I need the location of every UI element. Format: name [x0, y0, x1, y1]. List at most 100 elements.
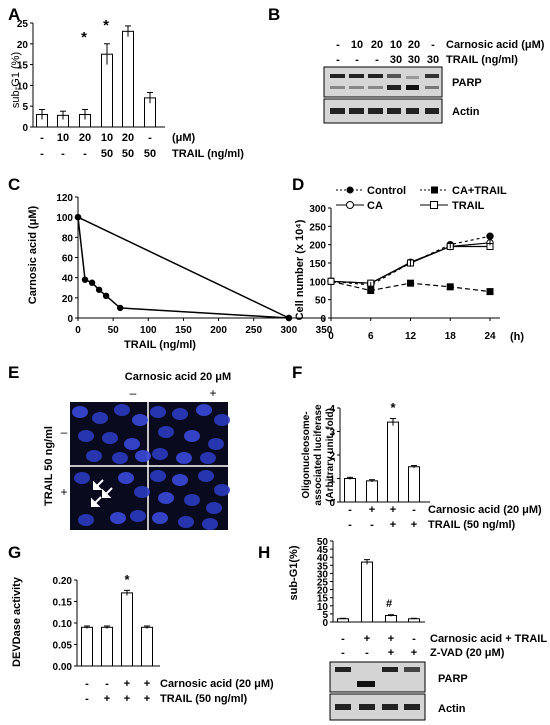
panel-e-col-minus: –	[130, 386, 137, 400]
axF-ytick-label: 4	[329, 404, 335, 415]
panel-f-rows: - + + - Carnosic acid (20 μM) - - + + TR…	[348, 504, 542, 531]
panel-e-row-minus: –	[61, 425, 68, 439]
panel-a-row1: - 10 20 10 20 - (μM)	[40, 132, 195, 144]
panel-c-series-1	[77, 216, 290, 319]
panel-h-r1-3: +	[388, 633, 394, 645]
axA-ytick-label: 5	[22, 102, 28, 113]
panel-c-xtick-label: 200	[210, 325, 227, 336]
panel-h-r2-3: +	[388, 647, 394, 659]
panel-h-r1-1: -	[341, 633, 345, 645]
panel-h-actin-label: Actin	[438, 703, 466, 715]
panel-f-r1-1: -	[348, 504, 352, 516]
panel-b-blot-actin	[323, 98, 443, 124]
axH-ytick-label: 15	[317, 594, 329, 605]
axF-bar-4	[408, 466, 420, 503]
panel-a-row2-6: 50	[144, 148, 156, 160]
axH-ytick-label: 35	[317, 561, 329, 572]
axF-ytick-label: 1	[329, 475, 335, 486]
nucleus	[184, 430, 200, 442]
panel-e-row-plus: +	[60, 485, 67, 499]
nucleus	[176, 452, 192, 464]
panel-c-point	[102, 292, 110, 300]
axG-bar-1	[81, 626, 93, 667]
legend-marker-control	[346, 186, 354, 194]
panel-d-ytick-label: 200	[309, 241, 326, 252]
panel-b-h1-2: 10	[351, 39, 363, 51]
panel-f-r2-4: +	[411, 519, 417, 531]
panel-e-title: Carnosic acid 20 μM	[125, 371, 231, 383]
axA-ytick-label: 15	[17, 61, 29, 72]
panel-d-ytick-label: 0	[320, 314, 326, 325]
panel-b-h1-1: -	[336, 39, 340, 51]
panel-g-r1-4: +	[144, 678, 150, 690]
panel-f-r2-1: -	[348, 519, 352, 531]
panel-a-ylabel: sub-G1 (%)	[10, 52, 22, 108]
panel-c-xlabel: TRAIL (ng/ml)	[124, 339, 196, 351]
axF-ytick-label: 2	[329, 451, 335, 462]
nucleus	[172, 408, 188, 420]
nucleus	[132, 414, 148, 426]
nucleus	[178, 516, 194, 528]
axG-bar-2	[101, 626, 113, 667]
axH-bar-3	[385, 615, 397, 623]
panel-letter-e: E	[8, 363, 19, 382]
nucleus	[172, 474, 188, 486]
panel-a-row1-4: 10	[101, 132, 113, 144]
axG-ytick-label: 0.10	[53, 619, 73, 630]
panel-d-ytick-label: 50	[315, 296, 327, 307]
axH-ytick-label: 30	[317, 569, 329, 580]
panel-g-rows: - - + + Carnosic acid (20 μM) - + + + TR…	[85, 678, 274, 705]
panel-b-h1-3: 20	[371, 39, 383, 51]
panel-a-row1-2: 10	[57, 132, 69, 144]
panel-f-ylabel-2: associated luciferase	[313, 404, 324, 506]
panel-d-ytick-label: 300	[309, 204, 326, 215]
panel-f-ylabel-1: Oligonucleosome-	[301, 411, 312, 498]
panel-c-ytick-label: 120	[56, 193, 73, 204]
nucleus	[196, 404, 212, 416]
panel-d-ytick-label: 150	[309, 259, 326, 270]
panel-c-ytick-label: 20	[62, 294, 74, 305]
panel-g-axes: 0.00 0.05 0.10 0.15 0.20	[53, 576, 160, 673]
panel-d-point	[327, 277, 335, 285]
panel-c-xtick-label: 100	[140, 325, 157, 336]
axF-bar-2	[366, 480, 378, 503]
panel-b-h2-1: -	[336, 54, 340, 66]
nucleus	[118, 472, 134, 484]
legend-ca: CA	[367, 200, 383, 212]
panel-a-row2-4: 50	[101, 148, 113, 160]
axA-bar-5	[122, 30, 134, 128]
panel-a-star-1: *	[81, 29, 87, 46]
panel-h-r1-label: Carnosic acid + TRAIL	[430, 633, 547, 645]
axH-ytick-label: 5	[322, 610, 328, 621]
nucleus	[72, 406, 88, 418]
panel-c-point	[74, 213, 82, 221]
panel-a-row1-5: 20	[122, 132, 134, 144]
axG-ytick-label: 0.05	[53, 641, 73, 652]
axH-bar-2	[361, 561, 373, 623]
panel-a-row2-unit: TRAIL (ng/ml)	[172, 148, 244, 160]
axF-bar-1	[344, 478, 356, 503]
panel-a-row2-3: -	[83, 148, 87, 160]
panel-h-rows: - + + - Carnosic acid + TRAIL - - + + Z-…	[341, 633, 547, 659]
panel-d-point	[486, 288, 494, 296]
panel-g-r1-label: Carnosic acid (20 μM)	[160, 678, 274, 690]
panel-a-row1-unit: (μM)	[172, 132, 196, 144]
nucleus	[110, 512, 126, 524]
panel-b-h2-3: -	[375, 54, 379, 66]
panel-b-h1-4: 10	[390, 39, 402, 51]
legend-marker-catrail	[431, 186, 438, 194]
panel-d-xlabel: (h)	[510, 331, 524, 343]
panel-b-h2-6: 30	[427, 54, 439, 66]
axA-ytick-label: 25	[17, 19, 29, 30]
panel-d-xtick-label: 12	[405, 331, 417, 342]
axH-bar-1	[337, 618, 349, 623]
nucleus	[92, 412, 108, 424]
panel-d-xtick-label: 24	[484, 331, 496, 342]
panel-f-r1-3: +	[390, 504, 396, 516]
panel-c-xtick-label: 350	[316, 325, 333, 336]
panel-c-point	[285, 314, 293, 322]
panel-c-point	[88, 279, 96, 286]
nucleus	[150, 470, 166, 482]
panel-h-r2-label: Z-VAD (20 μM)	[430, 647, 505, 659]
